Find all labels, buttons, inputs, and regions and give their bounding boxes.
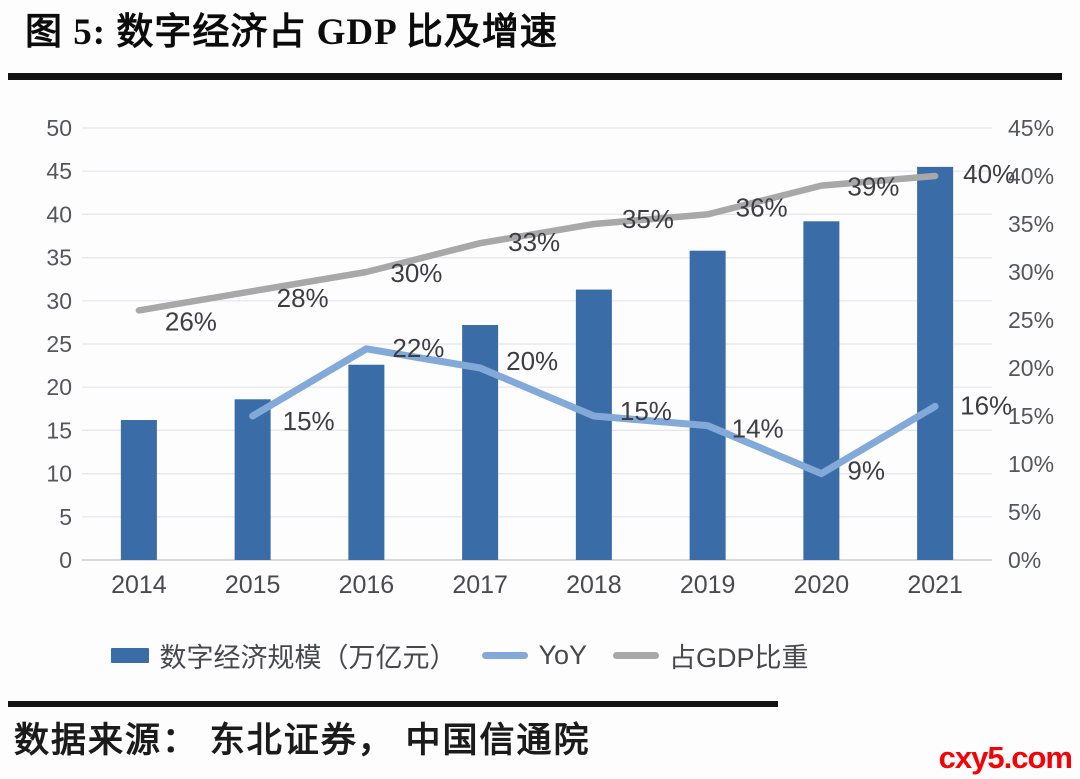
left-axis-tick: 35 <box>46 245 72 271</box>
yoy-line <box>249 345 939 478</box>
legend-item-yoy: YoY <box>482 640 587 671</box>
bottom-divider <box>8 701 778 707</box>
bar-2019 <box>689 250 726 561</box>
gdp-share-data-label: 35% <box>622 204 674 234</box>
right-axis-tick: 40% <box>1008 163 1054 189</box>
gdp-share-data-label: 33% <box>508 227 560 257</box>
gdp-share-data-label: 39% <box>847 172 899 202</box>
left-axis-tick: 0 <box>59 547 72 573</box>
watermark: cxy5.com <box>938 740 1073 775</box>
yoy-data-label: 16% <box>960 390 1012 420</box>
left-axis-tick: 30 <box>46 288 72 314</box>
left-axis-tick: 45 <box>46 158 72 184</box>
yoy-data-label: 20% <box>506 346 558 376</box>
x-axis-label: 2016 <box>339 571 395 599</box>
right-axis-tick: 45% <box>1008 115 1054 141</box>
bar-2020 <box>803 221 840 560</box>
bar-swatch-icon <box>111 648 150 663</box>
bar-2015 <box>234 399 271 560</box>
left-axis-tick: 25 <box>46 331 72 357</box>
left-axis-tick: 20 <box>46 374 72 400</box>
chart-area: 26% 28% 30% 33% 35% 36% 39% 40% 15% 22% 20% 15% 14% 9… <box>0 95 1080 625</box>
data-source-note: 数据来源： 东北证券， 中国信通院 <box>14 721 591 760</box>
x-axis-label: 2020 <box>794 571 850 599</box>
gdp-share-data-label: 28% <box>277 283 329 313</box>
yoy-data-label: 15% <box>620 396 672 426</box>
right-axis-tick: 10% <box>1008 451 1054 477</box>
left-axis-tick: 40 <box>46 201 72 227</box>
gdp-share-data-label: 30% <box>390 258 442 288</box>
legend-label-scale: 数字经济规模（万亿元） <box>159 643 457 673</box>
bar-2014 <box>120 420 157 560</box>
bar-2021 <box>917 166 954 560</box>
yoy-data-label: 15% <box>283 406 335 436</box>
left-axis-tick: 15 <box>46 417 72 443</box>
left-axis-tick: 5 <box>59 504 72 530</box>
legend-label-yoy: YoY <box>538 640 588 670</box>
right-axis-tick: 25% <box>1008 307 1054 333</box>
x-axis-label: 2015 <box>225 571 281 599</box>
gdp-share-data-label: 26% <box>165 306 217 336</box>
gdp-share-data-label: 36% <box>736 192 788 222</box>
left-axis-tick: 50 <box>46 115 72 141</box>
top-divider <box>8 73 1062 80</box>
legend-item-gdp-share: 占GDP比重 <box>613 636 809 675</box>
right-axis-tick: 30% <box>1008 259 1054 285</box>
yoy-data-label: 22% <box>392 333 444 363</box>
x-axis-label: 2014 <box>111 571 167 599</box>
right-axis-tick: 5% <box>1008 499 1041 525</box>
gdp-share-line <box>135 172 939 314</box>
legend-label-gdp-share: 占GDP比重 <box>669 643 809 673</box>
legend-item-scale: 数字经济规模（万亿元） <box>111 636 456 675</box>
x-axis-label: 2017 <box>452 571 508 599</box>
gdp-share-line-swatch-icon <box>613 652 660 659</box>
chart-legend: 数字经济规模（万亿元） YoY 占GDP比重 <box>0 636 920 675</box>
yoy-data-label: 9% <box>847 456 885 486</box>
figure-title: 图 5: 数字经济占 GDP 比及增速 <box>25 12 558 53</box>
x-axis-label: 2021 <box>907 571 963 599</box>
bar-2016 <box>348 364 385 560</box>
right-axis-tick: 20% <box>1008 355 1054 381</box>
right-axis-tick: 35% <box>1008 211 1054 237</box>
right-axis-tick: 15% <box>1008 403 1054 429</box>
x-axis-label: 2018 <box>566 571 622 599</box>
right-axis-tick: 0% <box>1008 547 1041 573</box>
yoy-line-swatch-icon <box>482 652 529 659</box>
combo-chart: 26% 28% 30% 33% 35% 36% 39% 40% 15% 22% 20% 15% 14% 9… <box>46 115 1054 599</box>
left-axis-tick: 10 <box>46 461 72 487</box>
bar-2018 <box>575 289 612 560</box>
yoy-data-label: 14% <box>732 414 784 444</box>
x-axis-label: 2019 <box>680 571 736 599</box>
bar-2017 <box>462 324 499 560</box>
gdp-share-data-label: 40% <box>963 159 1015 189</box>
